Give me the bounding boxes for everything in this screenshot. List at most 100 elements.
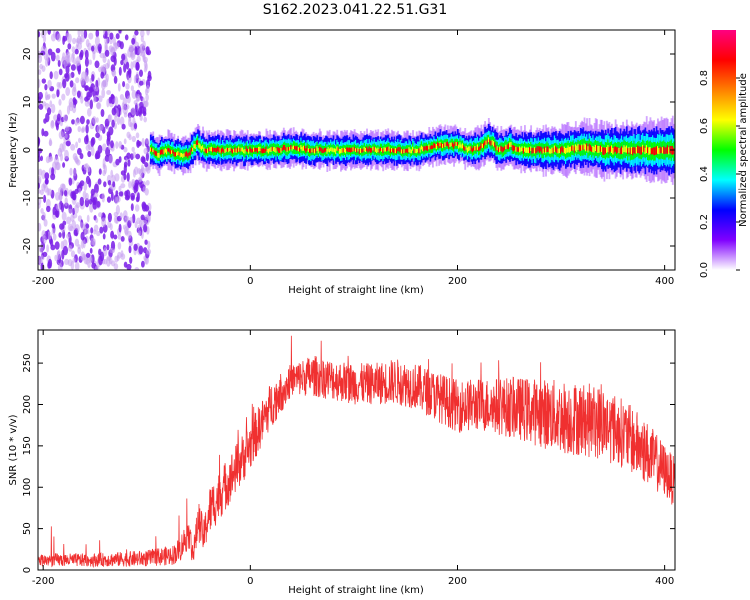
spectrogram-noise-cell bbox=[71, 220, 77, 229]
spectrogram-noise-cell bbox=[38, 103, 44, 110]
spectrogram-noise-cell bbox=[118, 223, 122, 233]
spectrogram-marks bbox=[38, 30, 675, 270]
spectrogram-trace-core bbox=[161, 149, 163, 155]
spectrogram-trace-core bbox=[353, 146, 356, 152]
spectrogram-noise-cell bbox=[85, 223, 90, 229]
spectrogram-noise-cell bbox=[87, 107, 92, 117]
spectrogram-noise-cell bbox=[80, 240, 84, 249]
spectrogram-x-tick-label: 200 bbox=[448, 276, 467, 287]
spectrogram-noise-cell bbox=[67, 43, 72, 50]
spectrogram-noise-cell bbox=[65, 72, 70, 82]
spectrogram-trace-core bbox=[450, 142, 453, 147]
spectrogram-trace-core bbox=[317, 148, 320, 154]
spectrogram-noise-cell bbox=[79, 35, 85, 43]
spectrogram-trace-core bbox=[483, 142, 485, 149]
spectrogram-noise-cell bbox=[38, 175, 42, 185]
spectrogram-noise-cell bbox=[140, 30, 145, 38]
spectrogram-noise-cell bbox=[92, 96, 97, 103]
spectrogram-noise-cell bbox=[95, 132, 100, 139]
spectrogram-trace-core bbox=[152, 148, 155, 153]
spectrogram-trace-core bbox=[560, 147, 562, 154]
spectrogram-noise-cell bbox=[96, 151, 101, 159]
spectrogram-trace-core bbox=[587, 146, 590, 153]
spectrogram-trace-core bbox=[322, 149, 325, 153]
spectrogram-noise-cell bbox=[144, 239, 148, 245]
spectrogram-trace-core bbox=[451, 142, 454, 147]
spectrogram-noise-cell bbox=[85, 144, 91, 152]
spectrogram-noise-cell bbox=[76, 90, 81, 98]
spectrogram-trace-core bbox=[225, 147, 228, 152]
spectrogram-noise-cell bbox=[128, 118, 132, 127]
spectrogram-noise-cell bbox=[131, 90, 137, 99]
spectrogram-trace-core bbox=[546, 146, 549, 153]
spectrogram-trace-core bbox=[420, 145, 423, 150]
spectrogram-trace-core bbox=[373, 146, 376, 152]
spectrogram-noise-cell bbox=[62, 239, 68, 248]
spectrogram-trace-core bbox=[616, 147, 618, 154]
spectrogram-noise-cell bbox=[145, 93, 149, 102]
spectrogram-noise-cell bbox=[52, 206, 56, 216]
spectrogram-trace-core bbox=[623, 145, 626, 152]
spectrogram-y-tick-label: -20 bbox=[22, 238, 33, 254]
spectrogram-trace-core bbox=[284, 145, 286, 150]
spectrogram-noise-cell bbox=[95, 217, 99, 223]
spectrogram-noise-cell bbox=[40, 155, 43, 162]
spectrogram-trace-core bbox=[664, 147, 667, 155]
spectrogram-noise-cell bbox=[56, 113, 61, 122]
spectrogram-noise-cell bbox=[44, 84, 48, 91]
spectrogram-noise-cell bbox=[84, 49, 89, 60]
spectrogram-noise-cell bbox=[43, 130, 49, 137]
spectrogram-trace-core bbox=[259, 146, 262, 151]
spectrogram-noise-cell bbox=[72, 257, 76, 263]
spectrogram-noise-cell bbox=[135, 61, 140, 71]
spectrogram-trace-core bbox=[603, 147, 606, 155]
spectrogram-trace-core bbox=[620, 146, 623, 155]
snr-panel: -200 0 200 400 0 50 100 150 200 250 Height of st… bbox=[8, 329, 676, 596]
spectrogram-trace-core bbox=[183, 153, 186, 157]
spectrogram-trace-core bbox=[382, 148, 385, 154]
spectrogram-noise-cell bbox=[54, 161, 60, 171]
spectrogram-trace-core bbox=[570, 146, 572, 152]
spectrogram-trace-core bbox=[543, 146, 546, 153]
spectrogram-noise-cell bbox=[54, 210, 59, 218]
spectrogram-noise-cell bbox=[90, 237, 95, 246]
spectrogram-noise-cell bbox=[86, 119, 90, 125]
spectrogram-trace-core bbox=[256, 148, 259, 153]
spectrogram-trace-core bbox=[280, 147, 283, 153]
spectrogram-trace-core bbox=[618, 147, 621, 154]
spectrogram-trace-core bbox=[224, 148, 227, 153]
spectrogram-trace-core bbox=[602, 147, 605, 155]
spectrogram-trace-core bbox=[388, 146, 391, 152]
spectrogram-noise-cell bbox=[57, 60, 61, 67]
spectrogram-trace-core bbox=[357, 147, 360, 152]
spectrogram-noise-cell bbox=[115, 158, 120, 166]
spectrogram-trace-core bbox=[192, 147, 194, 152]
spectrogram-trace-core bbox=[187, 152, 190, 158]
colorbar-tick-label: 0.8 bbox=[699, 70, 710, 86]
spectrogram-trace-core bbox=[456, 142, 459, 146]
spectrogram-noise-cell bbox=[41, 78, 46, 84]
spectrogram-noise-cell bbox=[143, 147, 149, 155]
spectrogram-trace-core bbox=[604, 147, 607, 154]
spectrogram-noise-cell bbox=[51, 228, 56, 235]
spectrogram-noise-cell bbox=[135, 132, 140, 139]
spectrogram-noise-cell bbox=[135, 153, 141, 160]
spectrogram-trace-core bbox=[263, 148, 265, 153]
spectrogram-noise-cell bbox=[142, 40, 146, 49]
spectrogram-trace-core bbox=[336, 146, 339, 151]
spectrogram-trace-core bbox=[633, 146, 636, 154]
spectrogram-noise-cell bbox=[61, 249, 65, 260]
spectrogram-noise-cell bbox=[102, 143, 107, 152]
spectrogram-noise-cell bbox=[66, 51, 71, 59]
spectrogram-trace-core bbox=[637, 145, 639, 153]
spectrogram-trace-core bbox=[290, 145, 293, 150]
snr-x-ticks: -200 0 200 400 bbox=[32, 330, 674, 587]
spectrogram-trace-core bbox=[526, 147, 529, 153]
spectrogram-trace-core bbox=[204, 148, 207, 153]
spectrogram-noise-cell bbox=[136, 217, 141, 225]
spectrogram-noise-cell bbox=[136, 93, 141, 102]
spectrogram-noise-cell bbox=[50, 173, 56, 181]
spectrogram-noise-cell bbox=[65, 140, 71, 147]
spectrogram-noise-cell bbox=[73, 167, 77, 177]
spectrogram-trace-core bbox=[530, 146, 533, 151]
